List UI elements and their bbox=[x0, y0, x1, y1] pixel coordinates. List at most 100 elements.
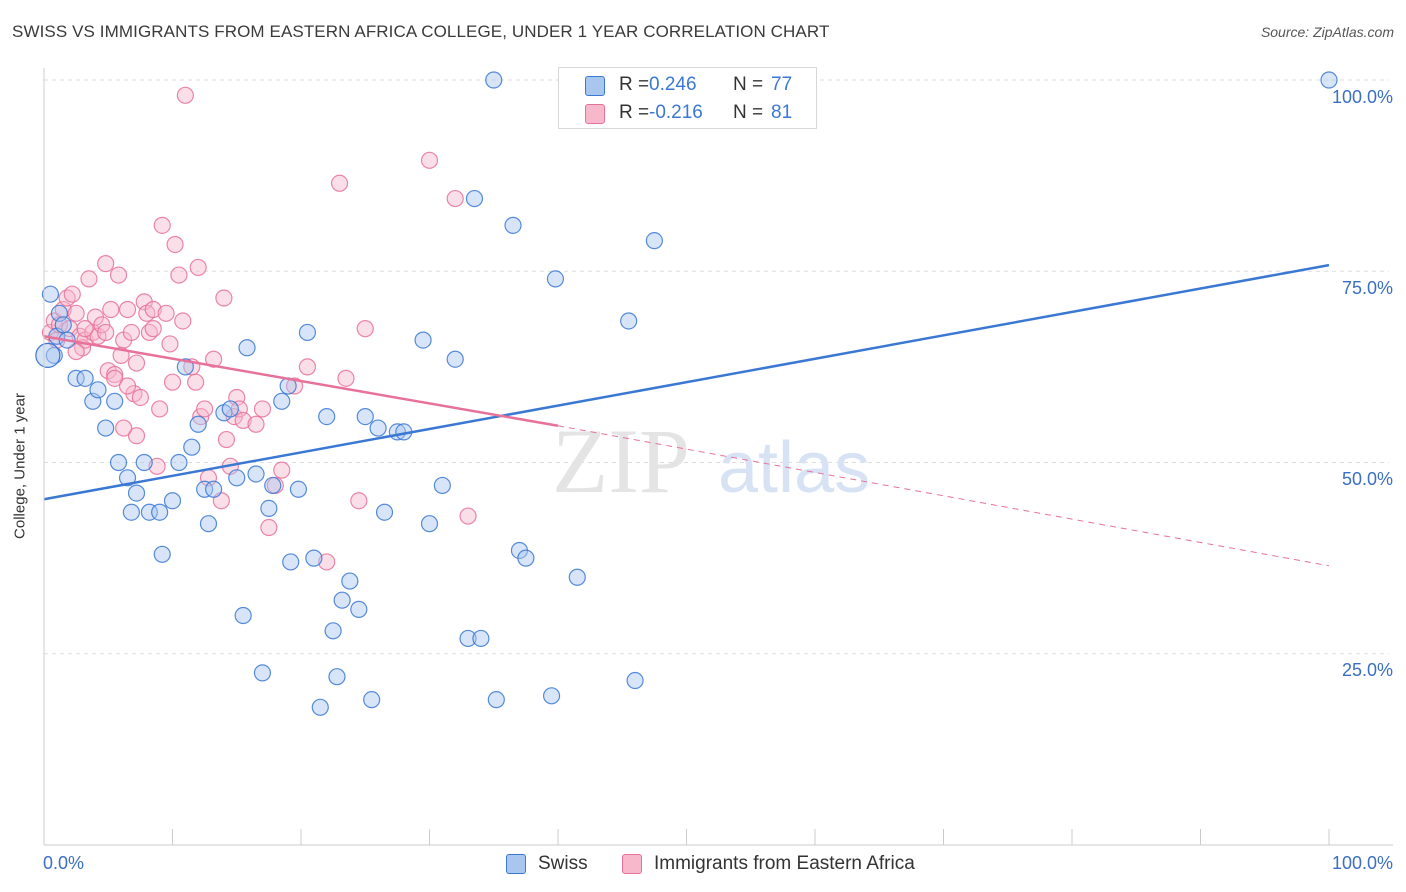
point-swiss bbox=[363, 691, 381, 709]
point-immigrants bbox=[122, 323, 140, 342]
point-immigrants bbox=[273, 461, 291, 479]
point-swiss bbox=[289, 480, 308, 498]
immigrants-swatch bbox=[585, 104, 605, 124]
point-swiss bbox=[318, 408, 336, 426]
point-swiss bbox=[298, 323, 317, 342]
point-swiss bbox=[253, 664, 272, 682]
legend-item-immigrants[interactable]: Immigrants from Eastern Africa bbox=[622, 851, 915, 877]
point-immigrants bbox=[174, 312, 192, 330]
r-label: R = bbox=[619, 74, 650, 95]
point-immigrants bbox=[350, 492, 368, 510]
point-immigrants bbox=[148, 457, 166, 475]
point-swiss bbox=[333, 591, 351, 609]
point-swiss bbox=[189, 415, 207, 433]
point-immigrants bbox=[170, 266, 188, 284]
point-immigrants bbox=[187, 373, 205, 391]
point-immigrants bbox=[106, 365, 124, 384]
point-swiss bbox=[109, 453, 128, 472]
point-immigrants bbox=[97, 255, 115, 273]
series-swiss-points bbox=[35, 71, 1338, 716]
correlation-legend: R = 0.246 N = 77 R = -0.216 N = 81 bbox=[558, 67, 817, 129]
point-immigrants bbox=[215, 289, 233, 307]
point-swiss bbox=[324, 622, 342, 640]
point-immigrants bbox=[118, 300, 137, 319]
point-swiss bbox=[568, 568, 586, 586]
trend-line-immigrants-extrapolated bbox=[557, 425, 1330, 567]
point-swiss bbox=[487, 691, 505, 709]
point-immigrants bbox=[115, 419, 133, 437]
point-swiss bbox=[54, 316, 72, 334]
point-swiss bbox=[106, 392, 124, 410]
point-immigrants bbox=[109, 266, 128, 284]
point-swiss bbox=[205, 480, 223, 498]
point-swiss bbox=[35, 342, 61, 368]
point-swiss bbox=[459, 629, 477, 648]
point-swiss bbox=[199, 515, 218, 533]
point-swiss bbox=[433, 476, 451, 495]
watermark-atlas: atlas bbox=[718, 428, 870, 508]
point-immigrants bbox=[285, 377, 304, 395]
point-swiss bbox=[221, 400, 239, 418]
point-immigrants bbox=[217, 430, 236, 449]
point-swiss bbox=[465, 189, 484, 208]
point-immigrants bbox=[260, 518, 278, 537]
point-swiss bbox=[127, 484, 146, 502]
point-swiss bbox=[542, 687, 561, 705]
point-immigrants bbox=[144, 300, 162, 319]
r-value: -0.216 bbox=[649, 102, 703, 123]
point-swiss bbox=[485, 71, 503, 89]
trend-lines bbox=[43, 263, 1330, 567]
point-immigrants bbox=[131, 388, 149, 407]
point-immigrants bbox=[163, 373, 182, 391]
r-value: 0.246 bbox=[649, 74, 697, 95]
point-immigrants bbox=[176, 86, 194, 104]
point-immigrants bbox=[151, 400, 169, 418]
point-swiss bbox=[446, 350, 464, 368]
n-value: 77 bbox=[771, 74, 793, 95]
point-immigrants bbox=[330, 174, 349, 192]
point-immigrants bbox=[247, 415, 265, 433]
point-swiss bbox=[234, 606, 252, 625]
immigrants-swatch bbox=[622, 854, 642, 874]
y-tick-label-25: 25.0% bbox=[1341, 660, 1393, 680]
point-immigrants bbox=[189, 258, 207, 277]
n-value: 81 bbox=[771, 102, 793, 123]
y-tick-label-75: 75.0% bbox=[1341, 278, 1393, 298]
point-swiss bbox=[414, 331, 432, 349]
point-swiss bbox=[626, 671, 644, 690]
point-immigrants bbox=[153, 216, 171, 234]
n-label: N = bbox=[733, 102, 764, 123]
point-immigrants bbox=[196, 400, 214, 418]
point-immigrants bbox=[106, 369, 124, 387]
point-swiss bbox=[196, 480, 214, 498]
point-swiss bbox=[170, 453, 188, 472]
swiss-swatch bbox=[506, 854, 526, 874]
legend-item-swiss[interactable]: Swiss bbox=[506, 851, 588, 877]
point-swiss bbox=[118, 469, 137, 487]
point-swiss bbox=[369, 419, 387, 437]
point-swiss bbox=[472, 629, 490, 648]
point-immigrants bbox=[166, 235, 184, 254]
trend-line-immigrants bbox=[43, 335, 559, 428]
series-immigrants-points bbox=[41, 86, 477, 571]
point-immigrants bbox=[234, 411, 252, 430]
n-label: N = bbox=[733, 74, 764, 95]
chart-title: SWISS VS IMMIGRANTS FROM EASTERN AFRICA … bbox=[12, 22, 830, 41]
legend-label: Immigrants from Eastern Africa bbox=[654, 853, 915, 874]
point-swiss bbox=[228, 469, 246, 487]
swiss-swatch bbox=[585, 76, 605, 96]
point-swiss bbox=[247, 465, 265, 483]
axes bbox=[43, 68, 1393, 846]
point-swiss bbox=[645, 232, 663, 250]
y-tick-label-100: 100.0% bbox=[1331, 87, 1393, 107]
point-swiss bbox=[1320, 71, 1338, 89]
point-immigrants bbox=[63, 285, 81, 303]
point-immigrants bbox=[459, 507, 477, 525]
x-tick-label-max: 100.0% bbox=[1331, 853, 1393, 873]
point-swiss bbox=[620, 312, 638, 330]
point-swiss bbox=[375, 503, 394, 521]
point-swiss bbox=[67, 369, 85, 387]
point-immigrants bbox=[161, 335, 179, 353]
watermark-zip: ZIP bbox=[552, 410, 690, 512]
